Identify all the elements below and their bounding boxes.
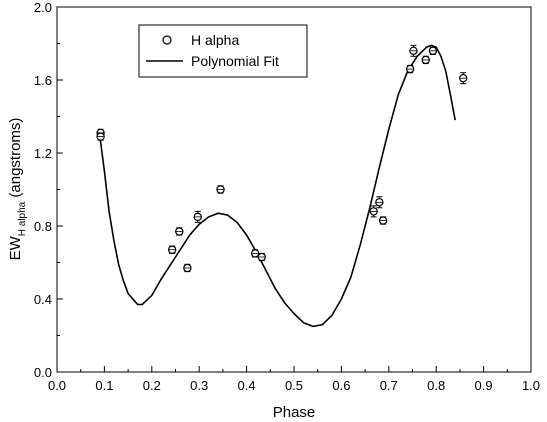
legend: H alpha Polynomial Fit xyxy=(138,24,308,78)
x-axis: 0.0 0.1 0.2 0.3 0.4 0.5 0.6 0.7 0.8 0.9 1.0 xyxy=(48,366,540,393)
x-tick-label: 0.1 xyxy=(95,378,113,393)
data-point xyxy=(409,44,418,57)
y-tick-label: 0.0 xyxy=(34,365,52,380)
y-axis: 0.0 0.4 0.8 1.2 1.6 2.0 xyxy=(34,0,63,380)
x-tick-label: 0.4 xyxy=(238,378,256,393)
x-tick-label: 1.0 xyxy=(522,378,540,393)
x-tick-label: 0.7 xyxy=(380,378,398,393)
x-axis-title: Phase xyxy=(273,404,316,421)
y-tick-label: 1.2 xyxy=(34,146,52,161)
y-axis-title-suffix: (angstroms) xyxy=(7,118,24,202)
data-point xyxy=(257,252,266,262)
x-tick-label: 0.3 xyxy=(190,378,208,393)
data-point xyxy=(378,216,388,225)
data-point xyxy=(405,64,415,74)
legend-box xyxy=(138,24,308,78)
x-tick-label: 0.6 xyxy=(332,378,350,393)
legend-label-h-alpha: H alpha xyxy=(191,32,239,48)
data-point xyxy=(250,249,260,258)
data-point xyxy=(375,196,384,209)
data-point xyxy=(459,72,468,85)
x-tick-label: 0.5 xyxy=(285,378,303,393)
legend-marker-circle xyxy=(162,35,172,45)
y-tick-label: 1.6 xyxy=(34,73,52,88)
y-axis-title: EWH alpha (angstroms) xyxy=(7,118,28,261)
data-point xyxy=(167,245,177,254)
legend-label-polynomial-fit: Polynomial Fit xyxy=(191,53,279,69)
data-point xyxy=(175,227,184,236)
data-point xyxy=(193,210,202,223)
data-point xyxy=(421,55,430,65)
x-tick-label: 0.2 xyxy=(143,378,161,393)
data-point xyxy=(428,46,438,56)
x-tick-label: 0.0 xyxy=(48,378,66,393)
y-tick-label: 2.0 xyxy=(34,0,52,15)
data-point xyxy=(216,185,225,194)
y-tick-label: 0.8 xyxy=(34,219,52,234)
y-tick-label: 0.4 xyxy=(34,292,52,307)
polynomial-fit-line xyxy=(98,44,456,328)
h-alpha-points xyxy=(96,44,468,273)
y-axis-title-main: EW xyxy=(7,235,24,260)
data-point xyxy=(183,263,192,273)
x-tick-label: 0.9 xyxy=(475,378,493,393)
x-tick-label: 0.8 xyxy=(427,378,445,393)
data-point xyxy=(96,132,105,141)
data-point xyxy=(369,205,378,218)
y-axis-title-subscript: H alpha xyxy=(17,201,28,236)
